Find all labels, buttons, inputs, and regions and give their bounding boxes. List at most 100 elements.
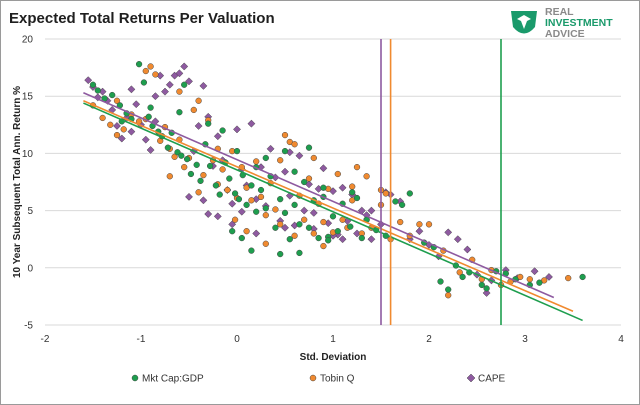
data-point-tobin-q xyxy=(99,114,106,122)
data-point-cape xyxy=(482,289,491,297)
data-point-tobin-q xyxy=(301,216,308,223)
data-point-mkt-cap-gdp xyxy=(277,250,284,258)
x-tick-label: 1 xyxy=(330,334,336,345)
data-point-tobin-q xyxy=(231,216,239,223)
y-tick-label: -5 xyxy=(24,321,33,332)
trendline-mkt xyxy=(83,102,583,322)
data-point-tobin-q xyxy=(320,242,327,250)
data-point-mkt-cap-gdp xyxy=(193,161,200,168)
data-point-tobin-q xyxy=(291,141,298,148)
legend-item-cape: CAPE xyxy=(466,374,506,385)
data-point-mkt-cap-gdp xyxy=(406,190,413,197)
data-point-mkt-cap-gdp xyxy=(301,178,308,186)
data-point-tobin-q xyxy=(310,230,317,237)
data-point-tobin-q xyxy=(291,232,298,239)
data-point-cape xyxy=(84,76,93,85)
data-point-mkt-cap-gdp xyxy=(277,196,284,203)
data-point-mkt-cap-gdp xyxy=(178,152,185,159)
y-tick-label: 10 xyxy=(22,149,34,160)
x-tick-label: -1 xyxy=(137,334,146,345)
data-point-mkt-cap-gdp xyxy=(281,147,289,155)
y-axis-title: 10 Year Subsequent Total Ann. Return % xyxy=(12,86,23,278)
data-point-tobin-q xyxy=(320,218,327,226)
x-tick-label: 3 xyxy=(522,334,528,345)
data-point-mkt-cap-gdp xyxy=(459,273,466,281)
data-point-cape xyxy=(117,134,126,143)
data-point-tobin-q xyxy=(349,183,356,190)
data-point-tobin-q xyxy=(339,216,346,223)
data-point-mkt-cap-gdp xyxy=(235,196,243,203)
data-point-mkt-cap-gdp xyxy=(176,109,183,116)
data-point-mkt-cap-gdp xyxy=(305,144,313,151)
legend-item-tobin: Tobin Q xyxy=(309,374,355,385)
data-point-mkt-cap-gdp xyxy=(349,189,356,196)
data-point-mkt-cap-gdp xyxy=(291,168,298,175)
x-tick-label: 2 xyxy=(426,334,432,345)
data-point-mkt-cap-gdp xyxy=(536,279,543,286)
data-point-tobin-q xyxy=(142,67,149,75)
data-point-cape xyxy=(300,206,309,215)
data-point-mkt-cap-gdp xyxy=(229,228,236,235)
data-point-mkt-cap-gdp xyxy=(437,278,444,285)
data-point-tobin-q xyxy=(200,171,207,179)
data-point-mkt-cap-gdp xyxy=(253,208,260,215)
data-point-mkt-cap-gdp xyxy=(243,201,250,209)
chart-title: Expected Total Returns Per Valuation xyxy=(9,10,275,27)
data-point-cape xyxy=(180,62,189,71)
data-point-mkt-cap-gdp xyxy=(216,191,223,198)
data-point-tobin-q xyxy=(113,97,121,104)
data-point-tobin-q xyxy=(272,206,279,213)
y-tick-label: 20 xyxy=(22,35,34,46)
data-point-cape xyxy=(247,119,256,128)
data-point-tobin-q xyxy=(262,212,269,219)
data-point-mkt-cap-gdp xyxy=(305,224,313,231)
data-point-tobin-q xyxy=(224,186,231,194)
data-point-tobin-q xyxy=(195,189,202,196)
data-point-mkt-cap-gdp xyxy=(483,285,490,292)
x-tick-label: 0 xyxy=(234,334,240,345)
data-point-cape xyxy=(319,164,328,173)
y-tick-label: 0 xyxy=(27,263,33,274)
brand-logo: REAL INVESTMENT ADVICE xyxy=(509,7,629,43)
legend-item-mkt: Mkt Cap:GDP xyxy=(131,374,204,385)
data-point-tobin-q xyxy=(243,228,250,235)
x-axis-title: Std. Deviation xyxy=(300,352,367,363)
data-point-cape xyxy=(252,229,261,238)
data-point-cape xyxy=(213,132,222,141)
series-cape xyxy=(84,62,553,297)
data-point-mkt-cap-gdp xyxy=(248,182,255,189)
data-point-cape xyxy=(266,144,275,153)
legend-marker-mkt xyxy=(131,374,139,382)
data-point-tobin-q xyxy=(176,88,183,95)
data-point-cape xyxy=(367,206,376,215)
data-point-mkt-cap-gdp xyxy=(478,281,485,289)
data-point-tobin-q xyxy=(253,158,260,165)
data-point-cape xyxy=(545,272,553,281)
data-point-cape xyxy=(415,227,424,236)
legend-marker-tobin xyxy=(309,374,317,382)
series-tobin xyxy=(89,63,572,299)
brand-wordmark: REAL INVESTMENT ADVICE xyxy=(545,6,613,40)
data-point-cape xyxy=(113,121,121,130)
data-point-mkt-cap-gdp xyxy=(135,61,143,68)
data-point-tobin-q xyxy=(416,221,423,228)
data-point-mkt-cap-gdp xyxy=(197,177,204,185)
x-tick-label: 4 xyxy=(618,334,624,345)
data-point-mkt-cap-gdp xyxy=(320,184,327,191)
data-point-cape xyxy=(127,127,136,136)
data-point-tobin-q xyxy=(181,163,188,171)
data-point-cape xyxy=(233,125,241,134)
data-point-mkt-cap-gdp xyxy=(286,236,293,243)
data-point-mkt-cap-gdp xyxy=(325,237,332,244)
data-point-cape xyxy=(175,69,184,78)
data-point-mkt-cap-gdp xyxy=(212,182,220,189)
legend-label: Mkt Cap:GDP xyxy=(142,374,204,385)
data-point-mkt-cap-gdp xyxy=(183,155,191,163)
y-tick-label: 5 xyxy=(27,206,33,217)
y-tick-label: 15 xyxy=(22,92,34,103)
data-point-tobin-q xyxy=(397,218,404,226)
data-point-cape xyxy=(281,167,289,176)
data-point-mkt-cap-gdp xyxy=(272,224,279,231)
